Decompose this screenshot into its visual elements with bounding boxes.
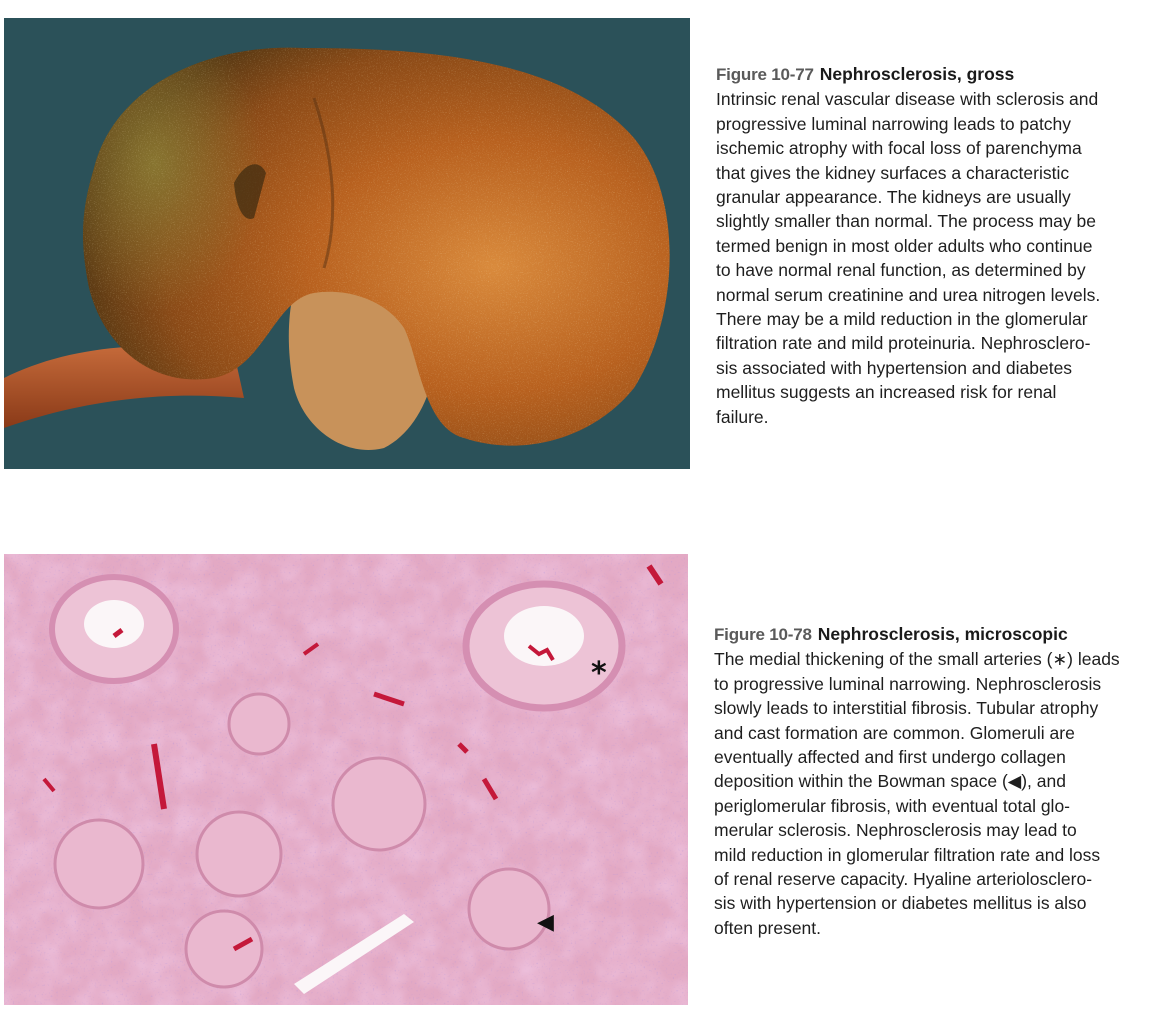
figure-10-77-title: Nephrosclerosis, gross xyxy=(819,64,1015,84)
figure-10-78-micrograph xyxy=(4,554,688,1005)
caption-line: There may be a mild reduction in the glo… xyxy=(716,309,1088,330)
caption-line: and cast formation are common. Glomeruli… xyxy=(714,722,1075,743)
caption-line: to have normal renal function, as determ… xyxy=(716,260,1086,281)
artery-asterisk-marker: * xyxy=(591,656,607,691)
caption-line: eventually affected and first undergo co… xyxy=(714,747,1066,768)
figure-10-78-heading: Figure 10-78 Nephrosclerosis, microscopic xyxy=(714,622,1154,647)
figure-10-77-photo xyxy=(4,18,690,469)
caption-line: that gives the kidney surfaces a charact… xyxy=(716,162,1070,183)
figure-10-77-heading: Figure 10-77 Nephrosclerosis, gross xyxy=(716,62,1156,87)
histology-illustration xyxy=(4,554,688,1005)
figure-10-77-caption: Figure 10-77 Nephrosclerosis, gross Intri… xyxy=(716,62,1156,429)
caption-line: normal serum creatinine and urea nitroge… xyxy=(716,284,1101,305)
caption-line: slowly leads to interstitial fibrosis. T… xyxy=(714,698,1099,719)
caption-line: Intrinsic renal vascular disease with sc… xyxy=(716,89,1099,110)
caption-line: The medial thickening of the small arter… xyxy=(714,649,1120,670)
caption-line: sis with hypertension or diabetes mellit… xyxy=(714,893,1087,914)
caption-line: termed benign in most older adults who c… xyxy=(716,235,1093,256)
kidney-gross-illustration xyxy=(4,18,690,469)
caption-line: of renal reserve capacity. Hyaline arter… xyxy=(714,869,1093,890)
caption-line: sis associated with hypertension and dia… xyxy=(716,357,1073,378)
caption-line: granular appearance. The kidneys are usu… xyxy=(716,187,1071,208)
caption-line: merular sclerosis. Nephrosclerosis may l… xyxy=(714,820,1077,841)
caption-line: deposition within the Bowman space (◀), … xyxy=(714,771,1066,792)
figure-10-77-number: Figure 10-77 xyxy=(716,65,814,84)
caption-line: to progressive luminal narrowing. Nephro… xyxy=(714,673,1102,694)
caption-line: often present. xyxy=(714,917,822,938)
caption-line: slightly smaller than normal. The proces… xyxy=(716,211,1096,232)
figure-10-78-title: Nephrosclerosis, microscopic xyxy=(817,624,1068,644)
bowman-space-arrowhead-marker: ◀ xyxy=(537,910,554,935)
figure-10-78-number: Figure 10-78 xyxy=(714,625,812,644)
caption-line: failure. xyxy=(716,406,769,427)
caption-line: ischemic atrophy with focal loss of pare… xyxy=(716,138,1082,159)
caption-line: filtration rate and mild proteinuria. Ne… xyxy=(716,333,1091,354)
caption-line: mild reduction in glomerular filtration … xyxy=(714,844,1101,865)
caption-line: progressive luminal narrowing leads to p… xyxy=(716,113,1072,134)
figure-10-78-caption: Figure 10-78 Nephrosclerosis, microscopic… xyxy=(714,622,1154,940)
caption-line: periglomerular fibrosis, with eventual t… xyxy=(714,795,1070,816)
caption-line: mellitus suggests an increased risk for … xyxy=(716,382,1057,403)
